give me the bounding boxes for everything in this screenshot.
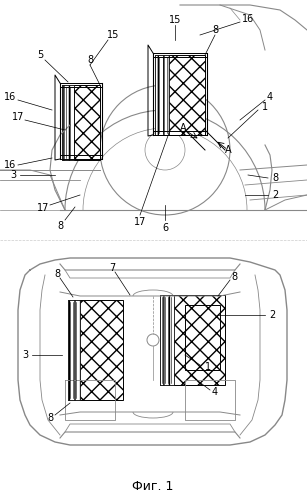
Text: 5: 5 <box>37 50 43 60</box>
Text: 2: 2 <box>269 310 275 320</box>
Bar <box>62 85 100 160</box>
Text: 7: 7 <box>109 263 115 273</box>
Bar <box>160 295 174 385</box>
Text: 16: 16 <box>242 14 254 24</box>
Bar <box>60 83 102 87</box>
Text: 4: 4 <box>267 92 273 102</box>
Bar <box>160 295 225 385</box>
Text: 16: 16 <box>4 92 16 102</box>
Text: 17: 17 <box>37 203 49 213</box>
Text: 8: 8 <box>47 413 53 423</box>
Bar <box>185 305 220 370</box>
Text: 8: 8 <box>231 272 237 282</box>
Text: 8: 8 <box>54 269 60 279</box>
Bar <box>153 53 207 57</box>
Text: 15: 15 <box>107 30 119 40</box>
Text: 15: 15 <box>169 15 181 25</box>
Bar <box>153 131 207 135</box>
Bar <box>60 155 102 159</box>
Bar <box>155 55 205 135</box>
Text: 8: 8 <box>87 55 93 65</box>
Bar <box>62 85 74 160</box>
Text: 17: 17 <box>12 112 24 122</box>
Text: 3: 3 <box>22 350 28 360</box>
Bar <box>68 300 80 400</box>
Text: 8: 8 <box>212 25 218 35</box>
Text: 2: 2 <box>272 190 278 200</box>
Text: 8: 8 <box>272 173 278 183</box>
Text: 17: 17 <box>134 217 146 227</box>
Text: А: А <box>180 123 186 133</box>
Text: 1: 1 <box>262 102 268 112</box>
Bar <box>155 55 169 135</box>
Text: 8: 8 <box>57 221 63 231</box>
Text: 4: 4 <box>212 387 218 397</box>
Text: А: А <box>225 145 231 155</box>
Text: 3: 3 <box>10 170 16 180</box>
Text: 1: 1 <box>205 362 211 372</box>
Text: 6: 6 <box>162 223 168 233</box>
Bar <box>68 300 123 400</box>
Text: Фиг. 1: Фиг. 1 <box>132 481 174 494</box>
Text: 16: 16 <box>4 160 16 170</box>
